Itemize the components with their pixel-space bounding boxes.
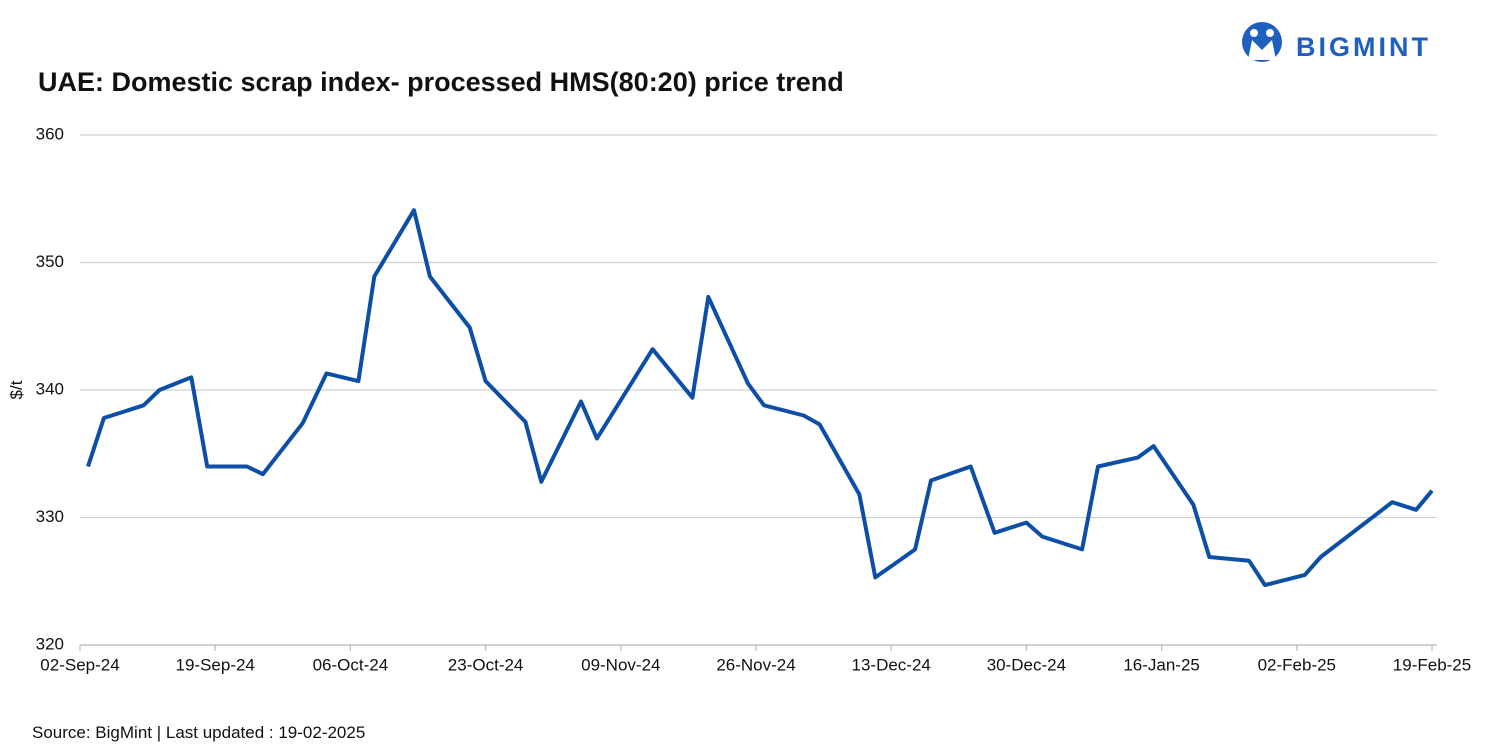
x-tick-label: 26-Nov-24 [716, 655, 795, 674]
x-tick-label: 30-Dec-24 [987, 655, 1066, 674]
y-tick-label: 320 [36, 634, 64, 653]
source-note: Source: BigMint | Last updated : 19-02-2… [32, 723, 365, 742]
x-tick-label: 19-Feb-25 [1393, 655, 1471, 674]
y-tick-label: 360 [36, 124, 64, 143]
y-tick-label: 350 [36, 252, 64, 271]
x-tick-label: 09-Nov-24 [581, 655, 660, 674]
y-tick-label: 340 [36, 379, 64, 398]
x-tick-label: 16-Jan-25 [1123, 655, 1200, 674]
y-tick-label: 330 [36, 507, 64, 526]
x-tick-label: 23-Oct-24 [448, 655, 524, 674]
x-tick-label: 19-Sep-24 [176, 655, 255, 674]
x-tick-label: 06-Oct-24 [313, 655, 389, 674]
x-tick-label: 13-Dec-24 [852, 655, 931, 674]
chart-title: UAE: Domestic scrap index- processed HMS… [38, 67, 844, 97]
price-line [86, 208, 1434, 588]
x-tick-label: 02-Feb-25 [1258, 655, 1336, 674]
x-tick-label: 02-Sep-24 [40, 655, 119, 674]
y-axis-label: $/t [7, 380, 26, 399]
brand-name: BIGMINT [1296, 32, 1431, 62]
brand-logo [1242, 22, 1282, 62]
